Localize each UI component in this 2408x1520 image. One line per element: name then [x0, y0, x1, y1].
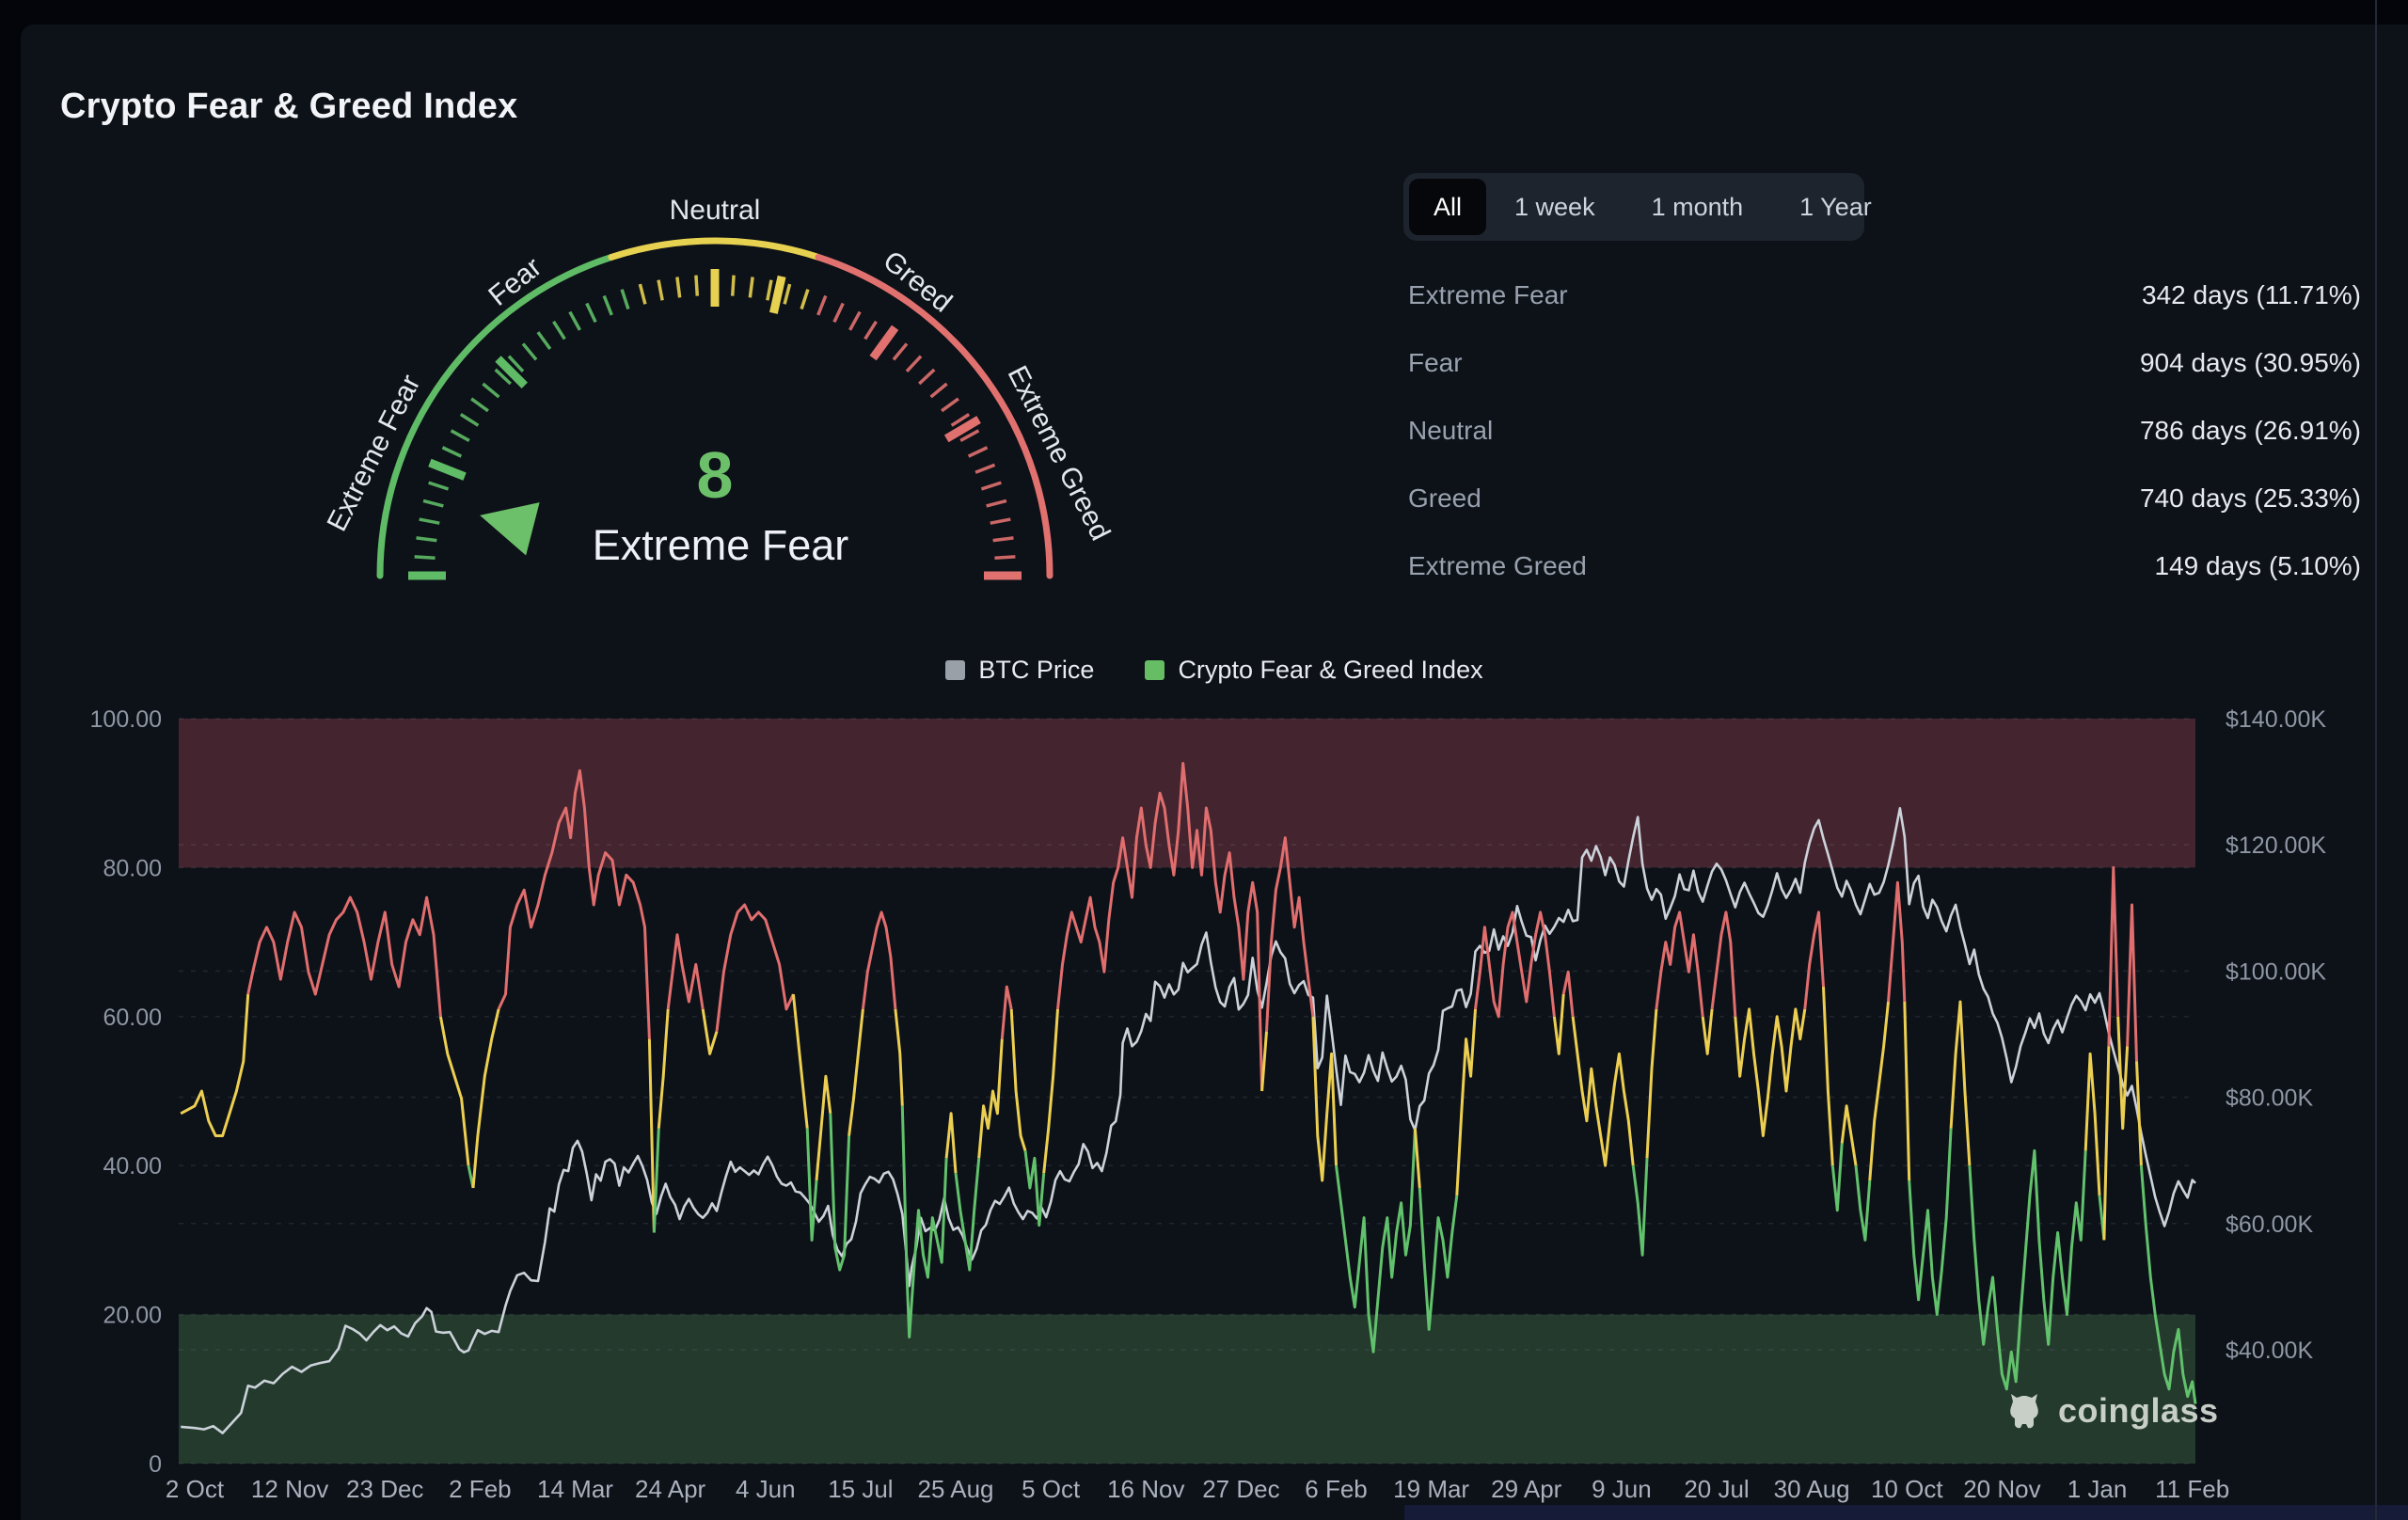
x-axis-tick: 15 Jul: [828, 1475, 893, 1503]
x-axis-tick: 9 Jun: [1592, 1475, 1652, 1503]
x-axis-tick: 24 Apr: [635, 1475, 706, 1503]
x-axis-tick: 20 Nov: [1963, 1475, 2040, 1503]
x-axis-tick: 10 Oct: [1871, 1475, 1943, 1503]
right-axis-tick: $60.00K: [2226, 1211, 2313, 1238]
x-axis-tick: 20 Jul: [1684, 1475, 1749, 1503]
left-axis-tick: 80.00: [103, 855, 162, 881]
x-axis-tick: 16 Nov: [1107, 1475, 1184, 1503]
right-axis-tick: $140.00K: [2226, 706, 2326, 733]
bottom-panel-edge: [1404, 1505, 2408, 1520]
coinglass-wordmark: coinglass: [2058, 1391, 2219, 1431]
x-axis-tick: 25 Aug: [918, 1475, 994, 1503]
x-axis-tick: 2 Oct: [166, 1475, 225, 1503]
left-axis-tick: 40.00: [103, 1153, 162, 1180]
fear-greed-history-chart[interactable]: 100.00 80.00 60.00 40.00 20.00 0 $140.00K $120.…: [0, 0, 2408, 1520]
scrollbar-track-edge[interactable]: [2375, 0, 2377, 1520]
x-axis-tick: 5 Oct: [1022, 1475, 1081, 1503]
x-axis-tick: 30 Aug: [1774, 1475, 1850, 1503]
x-axis-tick: 1 Jan: [2067, 1475, 2128, 1503]
x-axis-tick: 27 Dec: [1202, 1475, 1279, 1503]
left-axis-tick: 60.00: [103, 1005, 162, 1031]
right-axis-tick: $40.00K: [2226, 1338, 2313, 1364]
left-axis-tick: 20.00: [103, 1303, 162, 1329]
x-axis-tick: 4 Jun: [736, 1475, 796, 1503]
x-axis-tick: 12 Nov: [251, 1475, 328, 1503]
x-axis-tick: 29 Apr: [1491, 1475, 1562, 1503]
x-axis-tick: 19 Mar: [1393, 1475, 1469, 1503]
x-axis-tick: 23 Dec: [346, 1475, 423, 1503]
x-axis-tick: 14 Mar: [537, 1475, 613, 1503]
left-axis-tick: 0: [149, 1451, 162, 1478]
x-axis-tick: 6 Feb: [1305, 1475, 1368, 1503]
coinglass-mascot-icon: [2002, 1388, 2047, 1433]
x-axis-tick: 2 Feb: [449, 1475, 512, 1503]
chart-plot-area[interactable]: [179, 719, 2195, 1464]
x-axis-tick: 11 Feb: [2155, 1475, 2229, 1503]
right-axis-tick: $100.00K: [2226, 958, 2326, 985]
right-axis-tick: $80.00K: [2226, 1085, 2313, 1112]
left-axis-tick: 100.00: [90, 706, 162, 733]
coinglass-logo: coinglass: [2002, 1388, 2219, 1433]
right-axis-tick: $120.00K: [2226, 832, 2326, 859]
